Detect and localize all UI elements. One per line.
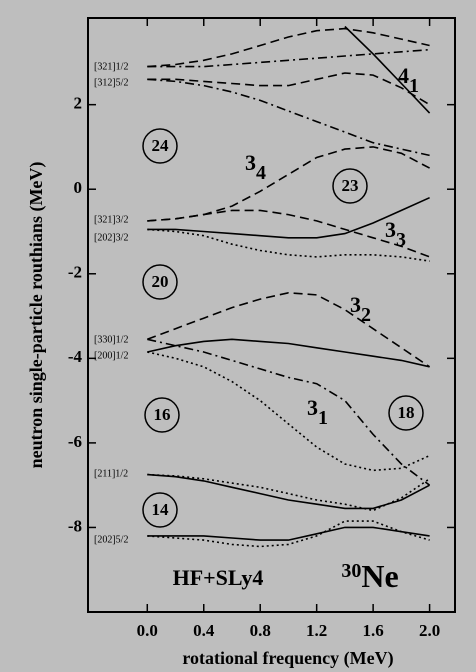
y-tick-label: -2 [68,263,82,282]
orbital-label: [211]1/2 [94,468,128,479]
band-label-sub: 3 [396,229,406,251]
routhian-line [147,526,430,541]
routhian-line [344,25,431,114]
gap-circle [144,397,180,433]
orbital-label: [200]1/2 [94,350,128,361]
gap-circle [142,264,178,300]
orbital-label: [202]5/2 [94,534,128,545]
orbital-label: [321]1/2 [94,61,128,72]
x-tick-label: 1.6 [363,621,384,640]
band-label-sub: 2 [361,304,371,326]
x-tick-label: 0.4 [193,621,215,640]
plot-frame [87,17,456,613]
x-tick-label: 0.0 [137,621,158,640]
band-label-sub: 1 [409,75,419,97]
model-label: HF+SLy4 [173,565,264,590]
band-label-main: 3 [350,292,361,317]
mass-number: 30 [341,560,361,582]
band-label: 32 [350,292,371,326]
orbital-label: [330]1/2 [94,334,128,345]
band-label-main: 3 [385,217,396,242]
routhian-line [147,520,430,548]
y-tick-label: -8 [68,516,82,535]
routhian-line [147,291,431,368]
gap-label: 14 [152,500,170,519]
y-tick-label: -6 [68,432,82,451]
band-label: 31 [307,395,328,429]
routhian-line [147,48,430,68]
band-label-main: 4 [398,63,409,88]
routhian-line [147,351,430,472]
x-tick-label: 1.2 [306,621,327,640]
routhian-line [147,27,430,68]
routhian-line [147,209,430,258]
routhian-line [147,72,431,106]
band-label-main: 3 [307,395,318,420]
y-tick-label: 2 [74,94,83,113]
routhian-line [147,338,430,368]
gap-circle [142,128,178,164]
band-label: 33 [385,217,406,251]
orbital-label: [321]3/2 [94,214,128,225]
gap-label: 16 [154,405,171,424]
y-tick-label: 0 [74,178,83,197]
element-symbol: Ne [361,558,398,594]
band-label-main: 3 [245,150,256,175]
band-label: 34 [245,150,266,184]
gap-label: 23 [342,176,359,195]
band-label-sub: 1 [318,407,328,429]
y-axis-label: neutron single-particle routhians (MeV) [26,162,47,469]
band-label: 41 [398,63,419,97]
y-tick-label: -4 [68,347,83,366]
routhian-line [147,338,431,486]
gap-circle [142,492,178,528]
nucleus-label: 30Ne [341,558,398,594]
gap-circle [388,395,424,431]
gap-label: 18 [398,403,415,422]
orbital-label: [312]5/2 [94,77,128,88]
x-tick-label: 2.0 [419,621,440,640]
orbital-label: [202]3/2 [94,232,128,243]
gap-label: 20 [152,272,169,291]
gap-label: 24 [152,136,170,155]
gap-circle [332,168,368,204]
x-axis-label: rotational frequency (MeV) [182,648,393,669]
routhian-line [147,196,430,239]
x-tick-label: 0.8 [250,621,271,640]
routhian-line [147,473,430,510]
band-label-sub: 4 [256,162,266,184]
